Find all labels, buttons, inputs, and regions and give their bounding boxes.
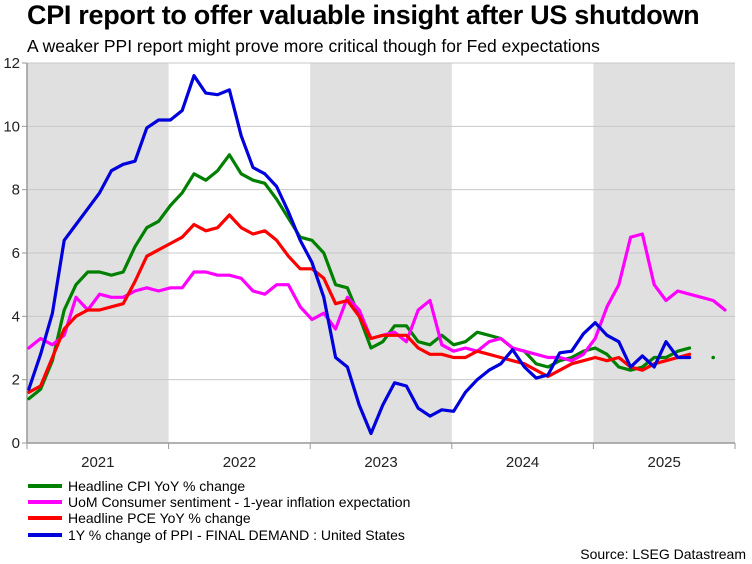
x-axis-tick-labels: 2021 2022 2023 2024 2025 [81, 454, 681, 471]
series-2 [27, 213, 692, 394]
y-tick-label: 8 [12, 182, 20, 199]
legend-swatch-cpi [28, 484, 62, 489]
legend-item-pce: Headline PCE YoY % change [28, 510, 410, 526]
legend-item-uom: UoM Consumer sentiment - 1-year inflatio… [28, 494, 410, 510]
legend-label-uom: UoM Consumer sentiment - 1-year inflatio… [68, 494, 411, 511]
series-3 [27, 74, 692, 436]
chart-title: CPI report to offer valuable insight aft… [27, 0, 700, 30]
y-tick-label: 6 [12, 245, 20, 262]
legend-swatch-uom [28, 500, 62, 505]
y-tick-label: 12 [3, 55, 20, 72]
series-point [711, 355, 715, 360]
legend-label-cpi: Headline CPI YoY % change [68, 478, 246, 494]
source-note: Source: LSEG Datastream [580, 546, 746, 562]
legend-item-cpi: Headline CPI YoY % change [28, 478, 410, 494]
legend-item-ppi: 1Y % change of PPI - FINAL DEMAND : Unit… [28, 527, 410, 543]
legend-swatch-pce [28, 516, 62, 521]
series-line [27, 213, 692, 394]
axes [22, 62, 736, 449]
y-axis-tick-labels: 0 2 4 6 8 10 12 [3, 55, 20, 452]
y-tick-label: 0 [12, 435, 20, 452]
legend-swatch-ppi [28, 532, 62, 537]
y-tick-label: 10 [3, 118, 20, 135]
x-tick-label: 2024 [506, 454, 539, 471]
legend-label-ppi: 1Y % change of PPI - FINAL DEMAND : Unit… [68, 526, 405, 543]
x-tick-label: 2022 [223, 454, 256, 471]
legend-label-pce: Headline PCE YoY % change [68, 510, 251, 527]
x-tick-label: 2025 [648, 454, 681, 471]
series-line [27, 74, 692, 436]
series-lines [27, 74, 727, 436]
x-tick-label: 2023 [364, 454, 397, 471]
legend: Headline CPI YoY % change UoM Consumer s… [28, 478, 410, 543]
chart-subtitle: A weaker PPI report might prove more cri… [27, 36, 600, 56]
y-tick-label: 4 [12, 308, 20, 325]
x-tick-label: 2021 [81, 454, 114, 471]
gridlines [27, 62, 735, 381]
y-tick-label: 2 [12, 372, 20, 389]
